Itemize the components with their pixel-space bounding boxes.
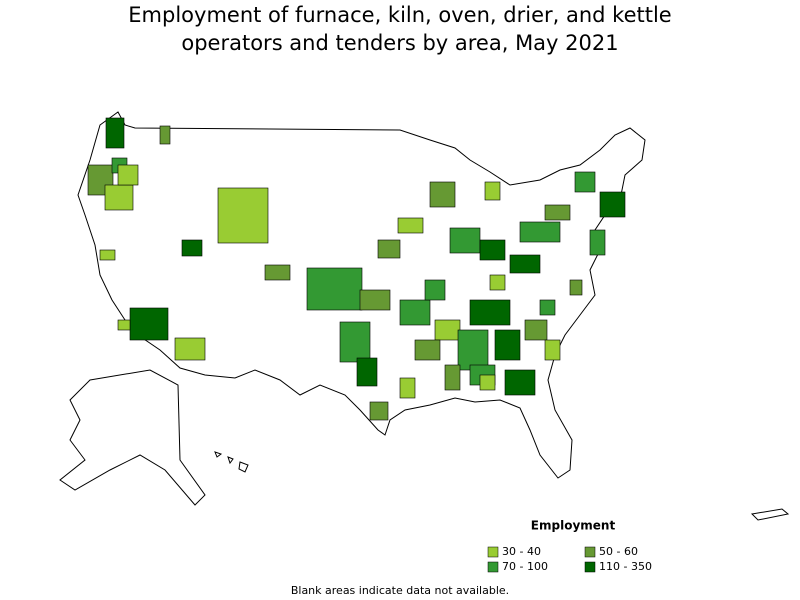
area bbox=[449, 227, 481, 254]
area bbox=[217, 187, 269, 244]
legend: 30 - 40 50 - 60 70 - 100 110 - 350 bbox=[487, 545, 652, 573]
area bbox=[117, 319, 131, 331]
area bbox=[494, 329, 521, 361]
area bbox=[181, 239, 203, 257]
legend-swatch bbox=[584, 546, 596, 558]
legend-swatch bbox=[487, 561, 499, 573]
area bbox=[544, 339, 561, 361]
legend-label: 110 - 350 bbox=[599, 560, 652, 573]
area bbox=[399, 377, 416, 399]
area bbox=[369, 401, 389, 421]
legend-title: Employment bbox=[531, 519, 616, 533]
area bbox=[399, 299, 431, 326]
area bbox=[104, 184, 134, 211]
area bbox=[489, 274, 506, 291]
area bbox=[397, 217, 424, 234]
area bbox=[544, 204, 571, 221]
area bbox=[504, 369, 536, 396]
area bbox=[457, 329, 489, 371]
area bbox=[377, 239, 401, 259]
alaska bbox=[59, 369, 206, 506]
area bbox=[174, 337, 206, 361]
us-map bbox=[59, 111, 790, 521]
area bbox=[264, 264, 291, 281]
area bbox=[129, 307, 169, 341]
title-line: operators and tenders by area, May 2021 bbox=[181, 31, 618, 55]
area bbox=[414, 339, 441, 361]
legend-label: 50 - 60 bbox=[599, 545, 638, 558]
footnote: Blank areas indicate data not available. bbox=[291, 584, 509, 597]
area bbox=[539, 299, 556, 316]
area bbox=[484, 181, 501, 201]
area bbox=[519, 221, 561, 243]
area bbox=[574, 171, 596, 193]
area bbox=[105, 117, 125, 149]
area bbox=[356, 357, 378, 387]
legend-label: 70 - 100 bbox=[502, 560, 548, 573]
hawaii bbox=[214, 451, 249, 473]
legend-swatch bbox=[584, 561, 596, 573]
area bbox=[479, 239, 506, 261]
legend-swatch bbox=[487, 546, 499, 558]
area bbox=[479, 374, 496, 391]
area bbox=[434, 319, 461, 341]
area bbox=[509, 254, 541, 274]
area bbox=[424, 279, 446, 301]
area bbox=[117, 164, 139, 186]
area bbox=[444, 364, 461, 391]
area bbox=[524, 319, 548, 341]
puerto-rico bbox=[750, 508, 790, 521]
area bbox=[429, 181, 456, 208]
area bbox=[159, 125, 171, 145]
area bbox=[599, 191, 626, 218]
area bbox=[469, 299, 511, 326]
areas bbox=[87, 117, 626, 421]
area bbox=[99, 249, 116, 261]
area bbox=[306, 267, 363, 311]
area bbox=[589, 229, 606, 256]
legend-label: 30 - 40 bbox=[502, 545, 541, 558]
title-line: Employment of furnace, kiln, oven, drier… bbox=[128, 3, 671, 27]
area bbox=[569, 279, 583, 296]
area bbox=[339, 321, 371, 363]
area bbox=[359, 289, 391, 311]
